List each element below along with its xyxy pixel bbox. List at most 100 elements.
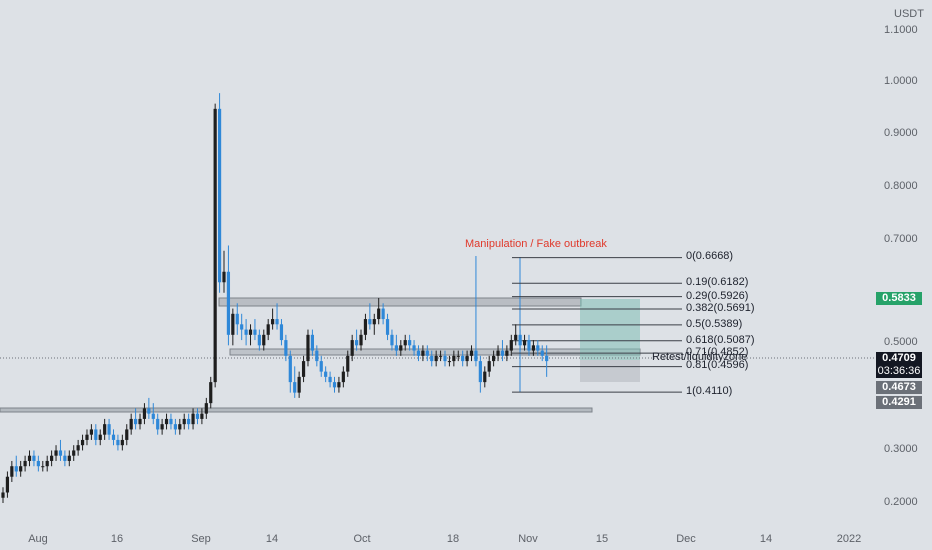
candle-down (156, 418, 160, 430)
candle-down (63, 455, 67, 461)
fib-level-label: 0(0.6668) (686, 250, 734, 262)
candle-up (434, 355, 438, 362)
support-zone[interactable] (0, 407, 593, 413)
time-tick: 16 (110, 533, 124, 545)
candle-down (94, 429, 98, 440)
candle-up (522, 340, 527, 346)
candle-up (483, 371, 487, 383)
candle-down (430, 355, 434, 362)
candle-up (363, 319, 368, 335)
candle-up (341, 371, 345, 383)
candle-down (412, 345, 416, 351)
candle-down (319, 361, 323, 372)
last-price-badge: 0.4709 (876, 352, 922, 365)
time-tick: 14 (265, 533, 279, 545)
candle-down (328, 376, 332, 383)
candle-up (421, 350, 425, 356)
candle-down (257, 334, 261, 346)
candle-up (23, 460, 27, 467)
candle-up (213, 108, 217, 383)
candle-up (178, 424, 182, 430)
fib-level-label: 0.5(0.5389) (686, 318, 743, 330)
candle-up (372, 319, 376, 325)
candle-down (324, 371, 328, 377)
fib-level-label: 1(0.4110) (686, 385, 733, 397)
candle-down (540, 350, 544, 356)
candle-down (284, 340, 288, 356)
candlestick-series (1, 93, 549, 503)
price-tick: 0.3000 (884, 443, 918, 455)
price-axis[interactable]: USDT 1.1000 1.0000 0.9000 0.8000 0.7000 … (876, 0, 932, 530)
candle-down (545, 355, 549, 362)
fib-level-label: 0.29(0.5926) (686, 290, 749, 302)
candle-up (222, 271, 226, 283)
candle-up (200, 413, 204, 419)
candle-down (416, 350, 421, 356)
fib-level-label: 0.81(0.4596) (686, 359, 749, 371)
retest-zone[interactable] (229, 348, 641, 356)
candle-down (253, 329, 257, 335)
candle-down (332, 382, 337, 388)
price-tick: 0.5000 (884, 336, 918, 348)
time-tick: Aug (28, 533, 48, 545)
candle-down (368, 319, 372, 325)
candle-down (500, 350, 505, 356)
candle-up (301, 361, 306, 377)
candle-down (381, 308, 385, 320)
candle-up (72, 450, 76, 456)
candle-up (138, 418, 142, 425)
resistance-zone[interactable] (218, 297, 582, 307)
candle-down (14, 466, 18, 472)
price-tick: 0.8000 (884, 180, 918, 192)
candle-up (129, 418, 133, 430)
candle-up (54, 450, 58, 456)
candle-down (518, 334, 522, 346)
price-tick: 0.9000 (884, 127, 918, 139)
fib-level-label: 0.71(0.4852) (686, 346, 749, 358)
candle-up (85, 434, 89, 440)
candle-up (89, 429, 93, 435)
candle-up (262, 334, 266, 346)
target-price-badge: 0.5833 (876, 292, 922, 305)
candle-down (116, 439, 120, 446)
candle-up (456, 355, 460, 357)
currency-label: USDT (894, 8, 924, 20)
candle-up (50, 455, 54, 461)
candle-up (164, 418, 169, 425)
candle-down (169, 418, 173, 425)
time-tick: 14 (759, 533, 773, 545)
fib-level-label: 0.618(0.5087) (686, 334, 755, 346)
candle-down (226, 271, 231, 335)
candle-down (32, 455, 36, 461)
retest-zone-annotation[interactable]: Retest/liquidityzone (652, 351, 748, 363)
candle-down (111, 434, 116, 440)
candle-up (41, 466, 45, 468)
fib-retracement[interactable] (512, 257, 682, 393)
target-zone[interactable] (580, 299, 640, 360)
candle-down (288, 355, 292, 383)
candle-up (125, 429, 129, 440)
time-tick: Dec (676, 533, 696, 545)
candle-up (209, 382, 213, 404)
candle-down (474, 350, 478, 362)
candle-up (191, 413, 195, 425)
candle-down (195, 413, 200, 419)
candle-down (461, 355, 465, 362)
candle-up (142, 408, 147, 419)
candle-up (10, 466, 14, 477)
candle-down (527, 340, 531, 351)
time-tick: 15 (595, 533, 609, 545)
candle-up (399, 345, 403, 351)
time-tick: Oct (353, 533, 371, 545)
candle-down (134, 418, 138, 425)
candle-down (315, 350, 319, 362)
candle-down (310, 334, 314, 351)
candle-up (182, 418, 186, 425)
candle-up (531, 345, 535, 351)
candle-up (337, 382, 341, 388)
candle-down (58, 450, 63, 456)
fake-outbreak-annotation[interactable]: Manipulation / Fake outbreak (465, 238, 607, 250)
candle-down (408, 340, 412, 346)
stop-zone[interactable] (580, 360, 640, 382)
